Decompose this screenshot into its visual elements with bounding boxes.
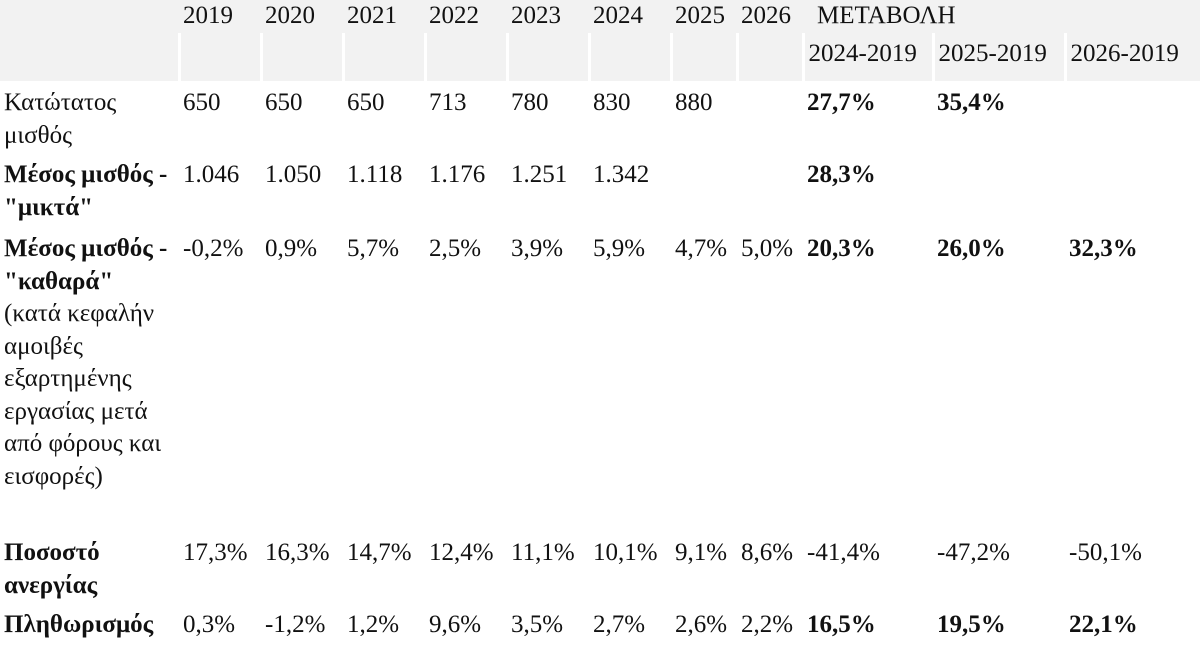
table-cell: 9,6% (429, 611, 482, 638)
table-cell: 14,7% (347, 539, 412, 566)
table-row: Μέσος μισθός - "μικτά" 1.046 1.050 1.118… (0, 159, 1200, 233)
table-cell: 830 (593, 89, 631, 116)
row-label-minimum-wage: Κατώτατος μισθός (4, 89, 117, 149)
table-cell: 3,9% (511, 235, 564, 262)
table-cell: 10,1% (593, 539, 658, 566)
header-year-2020: 2020 (261, 0, 343, 33)
header-blank-cell (425, 33, 509, 81)
header-blank-cell (179, 33, 263, 81)
change-cell: 22,1% (1069, 611, 1138, 638)
table-cell: 16,3% (265, 539, 330, 566)
table-row: Κατώτατος μισθός 650 650 650 713 780 830… (0, 81, 1200, 159)
row-label-average-wage-gross: Μέσος μισθός - "μικτά" (4, 161, 168, 221)
table-cell: 780 (511, 89, 549, 116)
header-period-2026-2019: 2026-2019 (1065, 33, 1200, 81)
change-cell: -47,2% (937, 539, 1010, 566)
change-cell (1065, 159, 1200, 233)
header-row-periods: 2024-2019 2025-2019 2026-2019 (0, 33, 1200, 81)
table-cell: 1.342 (593, 161, 650, 188)
header-blank-cell (671, 33, 739, 81)
table-cell: -1,2% (265, 611, 326, 638)
row-label-average-wage-net-note: (κατά κεφαλήν αμοιβές εξαρτημένης εργασί… (4, 300, 162, 490)
table-cell: 3,5% (511, 611, 564, 638)
change-cell: 35,4% (937, 89, 1006, 116)
change-cell (933, 159, 1065, 233)
header-blank-cell (343, 33, 427, 81)
change-cell: 20,3% (807, 235, 876, 262)
header-blank-cell (261, 33, 345, 81)
table-cell: 650 (265, 89, 303, 116)
table-cell: 0,9% (265, 235, 318, 262)
header-period-2025-2019: 2025-2019 (933, 33, 1067, 81)
header-change-title: ΜΕΤΑΒΟΛΗ (803, 0, 1200, 33)
table-cell: 11,1% (511, 539, 575, 566)
table-cell: 9,1% (675, 539, 728, 566)
table-cell: 5,9% (593, 235, 646, 262)
table-cell: 1.176 (429, 161, 486, 188)
header-blank-cell (737, 33, 805, 81)
table-cell: 1.118 (347, 161, 403, 188)
table-cell: -0,2% (183, 235, 244, 262)
change-cell (1065, 81, 1200, 159)
header-blank-cell (507, 33, 591, 81)
change-cell: 28,3% (807, 161, 876, 188)
header-blank-cell (0, 33, 181, 81)
row-label-average-wage-net-title: Μέσος μισθός - "καθαρά" (4, 235, 168, 295)
table-cell: 1,2% (347, 611, 400, 638)
table-cell: 0,3% (183, 611, 236, 638)
table-cell: 650 (347, 89, 385, 116)
table-row: Πληθωρισμός 0,3% -1,2% 1,2% 9,6% 3,5% 2,… (0, 603, 1200, 649)
change-cell: 19,5% (937, 611, 1006, 638)
change-cell: -50,1% (1069, 539, 1142, 566)
table-cell: 1.251 (511, 161, 568, 188)
header-year-2024: 2024 (589, 0, 671, 33)
table-cell (737, 159, 803, 233)
header-year-2019: 2019 (179, 0, 261, 33)
table-cell: 8,6% (741, 539, 794, 566)
header-year-2022: 2022 (425, 0, 507, 33)
header-blank-cell (589, 33, 673, 81)
table-cell: 2,5% (429, 235, 482, 262)
row-label-unemployment-rate: Ποσοστό ανεργίας (4, 539, 100, 599)
header-corner-cell (0, 0, 179, 33)
table-cell: 1.050 (265, 161, 322, 188)
table-cell: 2,7% (593, 611, 646, 638)
header-year-2025: 2025 (671, 0, 737, 33)
table-cell: 650 (183, 89, 221, 116)
change-cell: 32,3% (1069, 235, 1138, 262)
header-row-years: 2019 2020 2021 2022 2023 2024 2025 2026 … (0, 0, 1200, 33)
table-cell (737, 81, 803, 159)
table-cell: 17,3% (183, 539, 248, 566)
header-period-2024-2019: 2024-2019 (803, 33, 935, 81)
table-cell: 4,7% (675, 235, 728, 262)
change-cell: 16,5% (807, 611, 876, 638)
table-cell: 12,4% (429, 539, 494, 566)
table-cell (671, 159, 737, 233)
header-year-2026: 2026 (737, 0, 803, 33)
table-cell: 2,6% (675, 611, 728, 638)
change-cell: 26,0% (937, 235, 1006, 262)
table-row: Ποσοστό ανεργίας 17,3% 16,3% 14,7% 12,4%… (0, 531, 1200, 603)
header-year-2021: 2021 (343, 0, 425, 33)
table-cell: 5,0% (741, 235, 794, 262)
table-cell: 2,2% (741, 611, 794, 638)
change-cell: 27,7% (807, 89, 876, 116)
table-row: Μέσος μισθός - "καθαρά" (κατά κεφαλήν αμο… (0, 233, 1200, 531)
change-cell: -41,4% (807, 539, 880, 566)
row-label-average-wage-net: Μέσος μισθός - "καθαρά" (κατά κεφαλήν αμο… (0, 233, 179, 531)
table-cell: 880 (675, 89, 713, 116)
row-label-inflation: Πληθωρισμός (4, 611, 154, 638)
table-cell: 1.046 (183, 161, 240, 188)
header-year-2023: 2023 (507, 0, 589, 33)
table-cell: 713 (429, 89, 467, 116)
table-cell: 5,7% (347, 235, 400, 262)
